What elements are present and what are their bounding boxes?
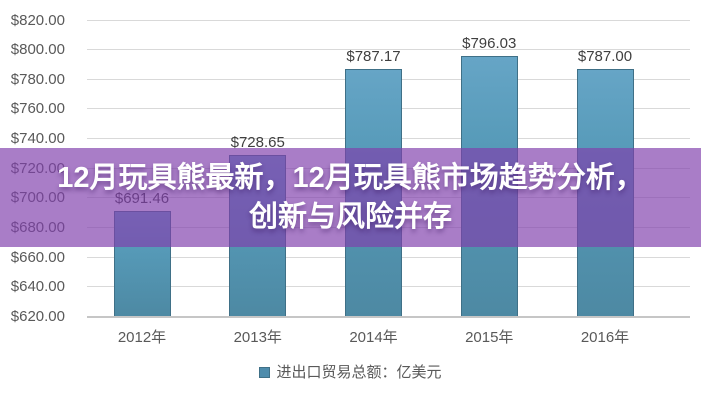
x-axis-line (87, 315, 690, 318)
x-tick-label: 2016年 (580, 329, 630, 346)
banner-title-line2: 创新与风险并存 (248, 200, 452, 233)
y-tick-label: $660.00 (10, 248, 65, 266)
legend: 进出口贸易总额：亿美元 (0, 360, 701, 384)
bar-value-label: $796.03 (462, 34, 517, 52)
legend-label: 进出口贸易总额：亿美元 (276, 363, 442, 381)
y-tick-label: $800.00 (10, 41, 65, 59)
banner-title-line1: 12月玩具熊最新，12月玩具熊市场趋势分析， (57, 161, 644, 194)
x-tick-label: 2015年 (465, 329, 514, 346)
y-tick-label: $620.00 (10, 308, 65, 325)
y-tick-label: $780.00 (10, 70, 65, 88)
y-tick-label: $740.00 (10, 130, 65, 148)
x-tick-label: 2014年 (349, 329, 398, 346)
bar-value-label: $787.17 (346, 47, 401, 65)
title-banner: 12月玩具熊最新，12月玩具熊市场趋势分析， 创新与风险并存 (0, 148, 701, 247)
y-tick-label: $760.00 (10, 100, 65, 118)
bar-value-label: $787.00 (577, 47, 633, 65)
bar-value-label: $728.65 (230, 134, 285, 152)
gridline (87, 49, 690, 51)
y-tick-label: $640.00 (10, 278, 65, 296)
y-tick-label: $820.00 (10, 11, 65, 29)
gridline (87, 19, 690, 21)
legend-square-icon (259, 366, 271, 378)
x-tick-label: 2013年 (233, 329, 282, 346)
x-tick-label: 2012年 (117, 329, 167, 346)
